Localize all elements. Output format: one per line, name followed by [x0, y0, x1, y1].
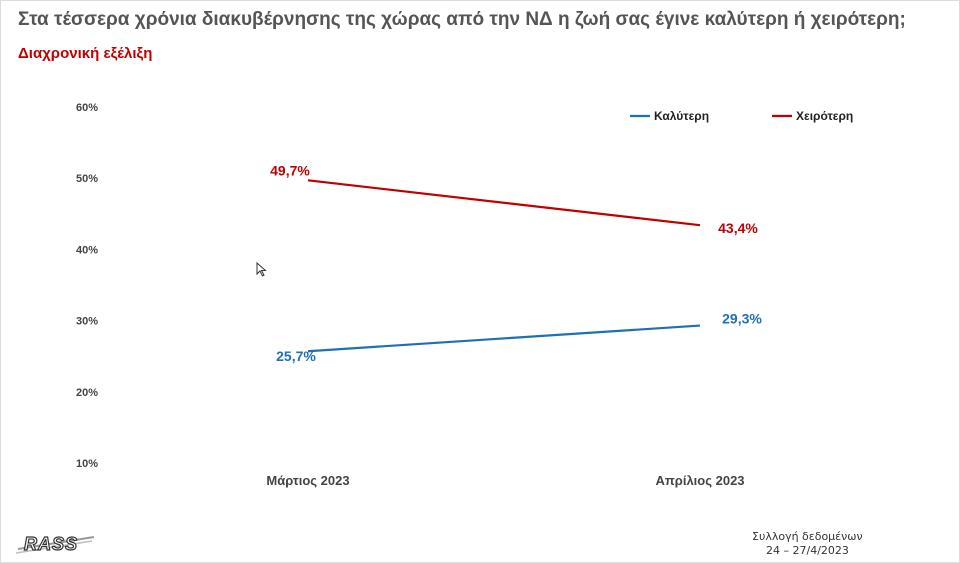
data-label: 49,7% [270, 162, 310, 178]
y-tick-label: 30% [76, 316, 98, 328]
series-line-better [307, 324, 701, 353]
data-collection-note: Συλλογή δεδομένων 24 – 27/4/2023 [752, 530, 863, 558]
series-line-worse [307, 179, 701, 227]
x-axis: Μάρτιος 2023 Απρίλιος 2023 [266, 473, 744, 488]
chart-title: Στα τέσσερα χρόνια διακυβέρνησης της χώρ… [18, 9, 906, 30]
y-tick-label: 50% [76, 173, 98, 185]
y-tick-label: 10% [76, 458, 98, 470]
rass-logo: RASS [15, 533, 95, 555]
x-tick-label: Απρίλιος 2023 [655, 473, 744, 488]
series-group: 25,7% 29,3% 49,7% 43,4% [270, 162, 762, 364]
y-tick-label: 20% [76, 387, 98, 399]
y-tick-label: 60% [76, 102, 98, 114]
data-label: 43,4% [718, 220, 758, 236]
legend-label: Χειρότερη [796, 109, 853, 123]
mouse-cursor-icon [256, 262, 267, 277]
y-axis: 10% 20% 30% 40% 50% 60% [76, 102, 98, 470]
legend-label: Καλύτερη [654, 109, 709, 123]
svg-text:RASS: RASS [24, 534, 78, 554]
data-label: 29,3% [722, 311, 762, 327]
legend: Καλύτερη Χειρότερη [630, 109, 853, 123]
data-collection-label: Συλλογή δεδομένων [752, 530, 863, 543]
x-tick-label: Μάρτιος 2023 [266, 473, 349, 488]
y-tick-label: 40% [76, 244, 98, 256]
data-collection-dates: 24 – 27/4/2023 [766, 544, 849, 557]
chart-subtitle: Διαχρονική εξέλιξη [18, 45, 153, 62]
data-label: 25,7% [276, 348, 316, 364]
